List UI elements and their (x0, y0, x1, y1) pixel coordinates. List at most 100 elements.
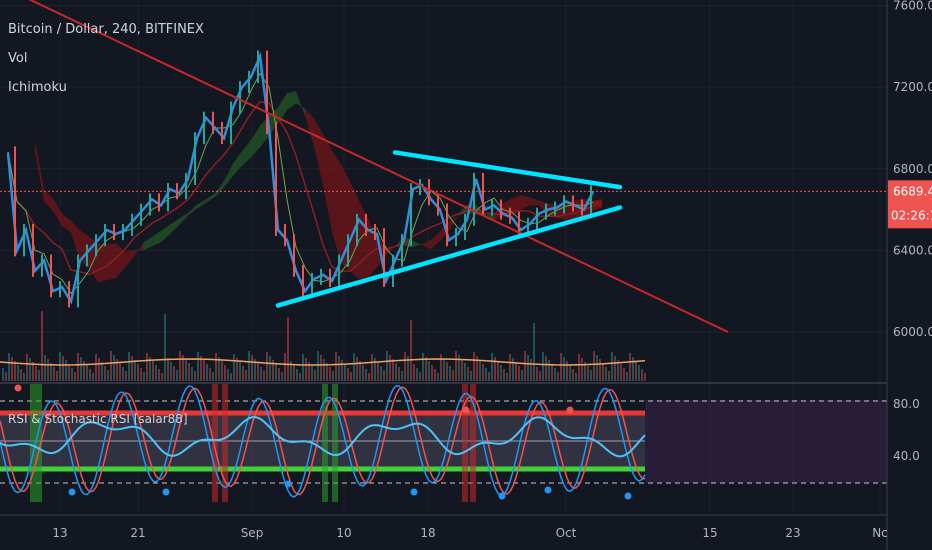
volume-bar (377, 362, 379, 381)
descending-trendline (28, 0, 729, 333)
volume-bar (545, 356, 547, 381)
volume-bar (452, 370, 454, 381)
volume-bar (341, 360, 343, 381)
volume-bar (302, 354, 304, 381)
volume-bar (62, 356, 64, 381)
cloud-segment (251, 125, 260, 158)
volume-bar (50, 363, 52, 381)
volume-bar (266, 352, 268, 381)
volume-bar (419, 372, 421, 381)
volume-bar (524, 351, 526, 381)
volume-bar (209, 368, 211, 381)
price-tick-label: 7600.0 (893, 0, 932, 13)
volume-bar (332, 371, 334, 381)
volume-bar (407, 356, 409, 381)
volume-bar (350, 372, 352, 381)
volume-bar (458, 355, 460, 381)
volume-indicator-label: Vol (8, 51, 28, 66)
volume-bar (602, 363, 604, 381)
volume-bar (206, 364, 208, 381)
volume-bar (338, 356, 340, 381)
rsi-signal-dot (462, 406, 470, 414)
volume-bar (398, 367, 400, 381)
volume-bar (41, 311, 43, 381)
rsi-signal-bar (332, 384, 338, 502)
volume-bar (74, 372, 76, 381)
volume-bar (233, 354, 235, 381)
volume-bar (89, 369, 91, 381)
volume-bar (20, 369, 22, 381)
rsi-signal-dot (68, 488, 76, 496)
volume-bar (149, 357, 151, 381)
time-tick-label: Oct (556, 526, 577, 540)
price-tick-label: 6400.0 (893, 243, 932, 257)
cloud-segment (206, 193, 215, 203)
volume-bar (176, 370, 178, 381)
volume-bar (440, 354, 442, 381)
volume-bar (158, 369, 160, 381)
volume-bar (137, 364, 139, 381)
volume-bar (443, 358, 445, 381)
cloud-segment (521, 194, 530, 210)
volume-bar (317, 351, 319, 381)
volume-bar (131, 356, 133, 381)
volume-bar (404, 352, 406, 381)
volume-bar (410, 320, 412, 381)
cloud-segment (332, 150, 341, 263)
cloud-segment (161, 224, 170, 243)
price-tick-label: 7200.0 (893, 80, 932, 94)
volume-bar (227, 369, 229, 381)
volume-bar (446, 362, 448, 381)
rsi-signal-bar (30, 384, 36, 502)
volume-bar (53, 367, 55, 381)
volume-bar (620, 364, 622, 381)
volume-bar (23, 373, 25, 381)
kijun-line (7, 100, 594, 276)
volume-bar (467, 367, 469, 381)
volume-bar (389, 355, 391, 381)
price-badge: 6689.4 02:26:16 (888, 180, 932, 229)
rsi-signal-bar (462, 384, 468, 502)
volume-bar (347, 368, 349, 381)
volume-bar (104, 366, 106, 381)
volume-bar (239, 362, 241, 381)
volume-bar (362, 365, 364, 381)
volume-bar (515, 362, 517, 381)
cloud-segment (125, 249, 134, 268)
volume-bar (596, 355, 598, 381)
volume-bar (5, 372, 7, 381)
volume-bar (518, 366, 520, 381)
volume-bar (464, 363, 466, 381)
rsi-signal-bar (212, 384, 218, 502)
volume-bar (632, 357, 634, 381)
volume-bar (98, 358, 100, 381)
volume-bar (422, 353, 424, 381)
volume-bar (191, 367, 193, 381)
volume-bar (38, 370, 40, 381)
volume-bar (551, 364, 553, 381)
time-tick-label: 18 (420, 526, 435, 540)
volume-bar (590, 370, 592, 381)
cloud-segment (35, 140, 44, 202)
volume-bar (599, 359, 601, 381)
volume-bar (17, 365, 19, 381)
triangle-upper-line (392, 150, 623, 190)
volume-bar (113, 355, 115, 381)
volume-bar (593, 351, 595, 381)
volume-bar (569, 365, 571, 381)
volume-bar (581, 358, 583, 381)
volume-bar (494, 357, 496, 381)
ichimoku-indicator-label: Ichimoku (8, 80, 67, 95)
cloud-segment (134, 243, 143, 257)
volume-bar (134, 360, 136, 381)
cloud-segment (44, 189, 53, 211)
volume-bar (224, 365, 226, 381)
price-axis-bg (887, 0, 932, 550)
volume-bar (509, 354, 511, 381)
volume-bar (614, 356, 616, 381)
volume-bar (500, 365, 502, 381)
volume-bar (170, 362, 172, 381)
volume-bar (392, 359, 394, 381)
